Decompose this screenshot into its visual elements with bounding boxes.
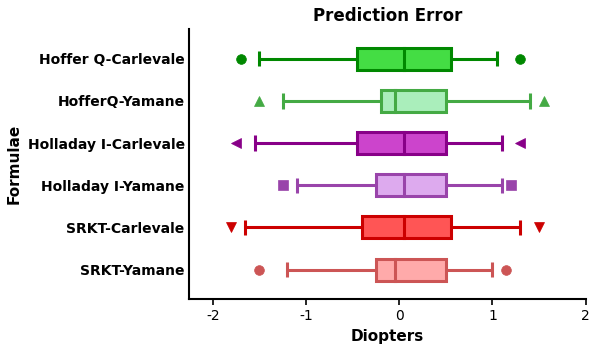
Bar: [376, 259, 446, 280]
Title: Prediction Error: Prediction Error: [313, 7, 462, 25]
Bar: [376, 174, 446, 196]
Bar: [357, 48, 451, 70]
Y-axis label: Formulae: Formulae: [7, 124, 22, 204]
Bar: [381, 90, 446, 112]
Bar: [362, 217, 451, 238]
Bar: [357, 132, 446, 154]
X-axis label: Diopters: Diopters: [351, 329, 424, 344]
